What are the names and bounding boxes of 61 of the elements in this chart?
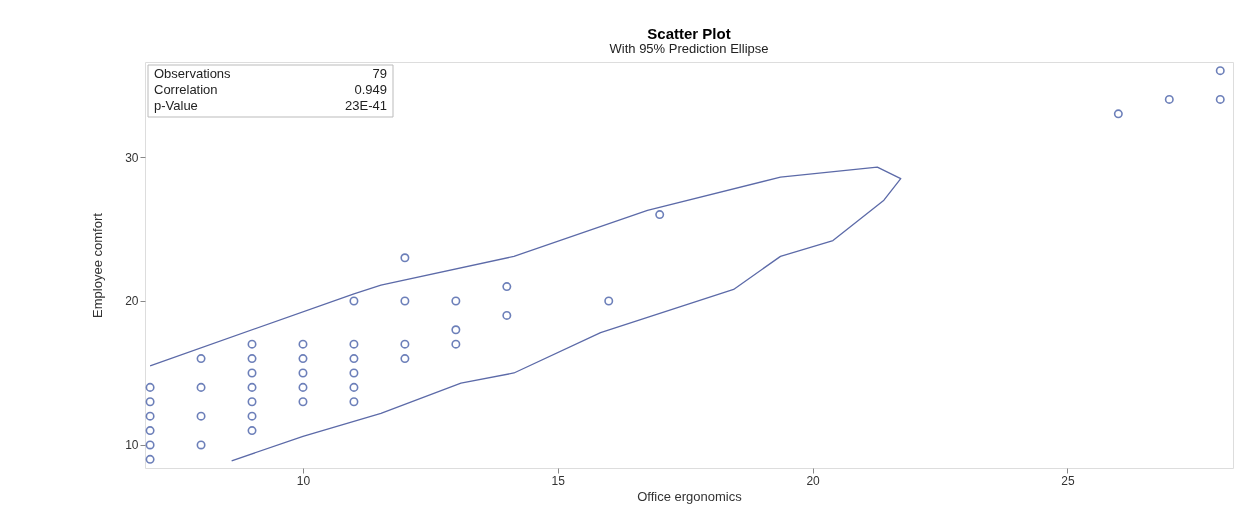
annotation: p-Value <box>154 98 198 113</box>
point <box>349 296 359 306</box>
y-axis-title: Employee comfort <box>90 212 106 318</box>
point <box>247 368 257 378</box>
point <box>451 296 461 306</box>
point <box>247 411 257 421</box>
y-tick-label: 30 <box>125 150 139 165</box>
point <box>145 382 155 392</box>
point <box>349 382 359 392</box>
line-series <box>149 166 902 462</box>
chart-subtitle: With 95% Prediction Ellipse <box>609 41 769 56</box>
point <box>400 339 410 349</box>
point <box>349 354 359 364</box>
annotation: 23E-41 <box>345 98 387 113</box>
point <box>400 253 410 263</box>
point <box>247 382 257 392</box>
point <box>145 440 155 450</box>
x-tick-label: 20 <box>806 473 821 488</box>
point <box>502 282 512 292</box>
point <box>196 382 206 392</box>
point <box>298 339 308 349</box>
point <box>247 397 257 407</box>
point <box>1164 94 1174 104</box>
point <box>298 368 308 378</box>
annotation: Observations <box>154 66 232 81</box>
point <box>349 339 359 349</box>
point <box>145 426 155 436</box>
point <box>400 296 410 306</box>
y-tick-label: 20 <box>125 294 139 309</box>
point <box>247 426 257 436</box>
point <box>349 397 359 407</box>
point <box>247 354 257 364</box>
annotation: 0.949 <box>354 82 387 97</box>
point <box>349 368 359 378</box>
x-tick-label: 15 <box>551 473 566 488</box>
point <box>196 411 206 421</box>
annotation: 79 <box>372 66 387 81</box>
point <box>196 440 206 450</box>
point <box>298 354 308 364</box>
point <box>145 454 155 464</box>
x-tick-label: 10 <box>296 473 311 488</box>
point <box>298 382 308 392</box>
point <box>604 296 614 306</box>
point <box>196 354 206 364</box>
y-tick-label: 10 <box>125 438 139 453</box>
point <box>145 411 155 421</box>
point <box>247 339 257 349</box>
x-tick-label: 25 <box>1061 473 1075 488</box>
point <box>502 310 512 320</box>
point <box>400 354 410 364</box>
point <box>1113 109 1123 119</box>
point <box>451 339 461 349</box>
annotation: Correlation <box>154 82 218 97</box>
point <box>1215 66 1225 76</box>
point <box>1215 94 1225 104</box>
point <box>145 397 155 407</box>
point <box>298 397 308 407</box>
point <box>451 325 461 335</box>
point <box>655 210 665 220</box>
chart-title: Scatter Plot <box>647 25 731 42</box>
x-axis-title: Office ergonomics <box>637 488 743 504</box>
